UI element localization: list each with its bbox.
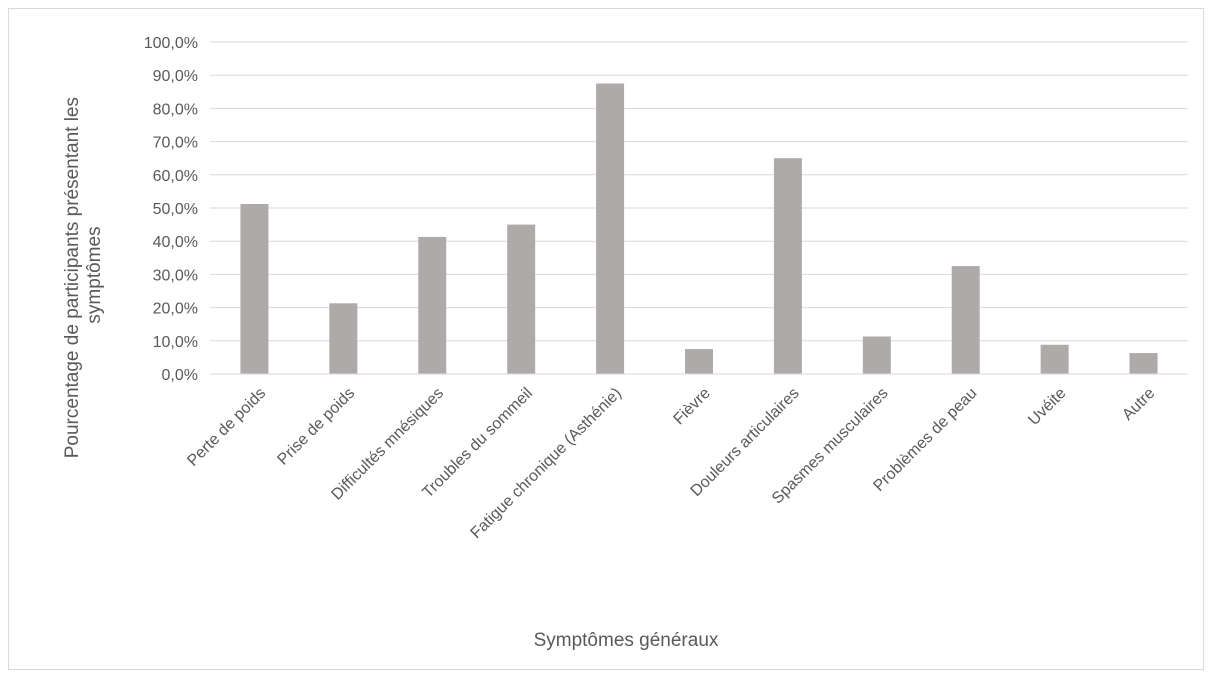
y-tick-label: 80,0%: [153, 101, 198, 118]
x-axis-title: Symptômes généraux: [534, 630, 719, 651]
y-axis-ticks: 0,0% 10,0% 20,0% 30,0% 40,0% 50,0% 60,0% 70,0% 8…: [144, 35, 198, 384]
x-category-label: Autre: [1119, 385, 1158, 424]
x-category-label: Uvéite: [1025, 385, 1069, 429]
gridlines: [210, 41, 1188, 342]
y-tick-label: 0,0%: [162, 367, 198, 384]
x-axis-category-labels: Perte de poids Prise de poidsDifficultés …: [184, 385, 1158, 542]
x-category-label: Prise de poids: [274, 385, 358, 469]
bar: [418, 236, 447, 374]
y-tick-label: 20,0%: [153, 301, 198, 318]
bar: [240, 204, 269, 374]
bar: [773, 158, 802, 374]
y-tick-label: 30,0%: [153, 267, 198, 284]
bar: [1040, 344, 1069, 374]
y-axis-title-line-1: Pourcentage de participants présentant l…: [62, 97, 83, 458]
bar: [862, 336, 891, 374]
bar: [685, 349, 713, 374]
bar: [507, 224, 536, 374]
y-tick-label: 70,0%: [153, 135, 198, 152]
x-category-label: Fièvre: [670, 385, 714, 429]
y-tick-label: 40,0%: [153, 234, 198, 251]
y-tick-label: 10,0%: [153, 334, 198, 351]
y-tick-label: 100,0%: [144, 35, 198, 52]
bar: [329, 303, 358, 374]
x-category-label: Fatigue chronique (Asthénie): [468, 385, 625, 542]
y-tick-label: 60,0%: [153, 168, 198, 185]
y-axis-title-line-2: symptômes: [84, 226, 105, 323]
x-category-label: Perte de poids: [184, 385, 269, 470]
y-axis-title: Pourcentage de participants présentant l…: [62, 92, 105, 459]
bar: [596, 83, 625, 374]
y-tick-label: 50,0%: [153, 201, 198, 218]
bars: [240, 83, 1158, 374]
bar: [1129, 353, 1158, 374]
bar: [951, 266, 980, 374]
y-tick-label: 90,0%: [153, 68, 198, 85]
